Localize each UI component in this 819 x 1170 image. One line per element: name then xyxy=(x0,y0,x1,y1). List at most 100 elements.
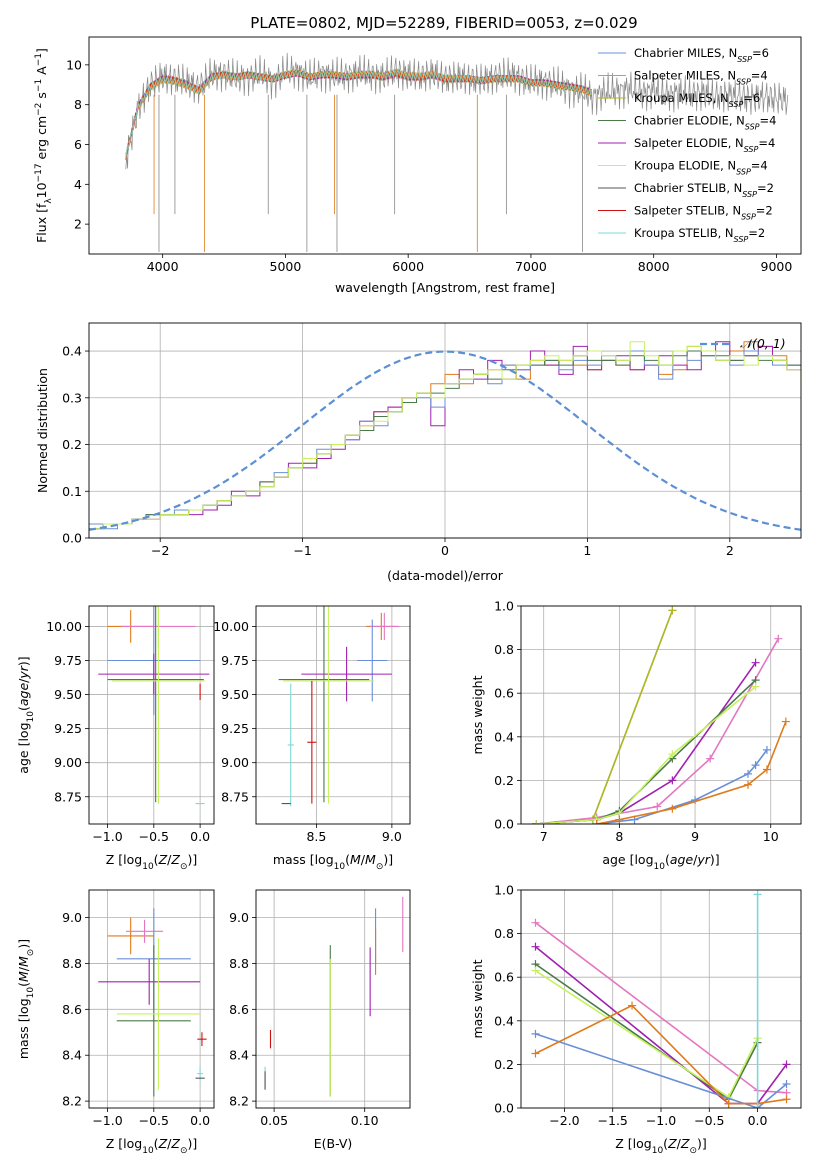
legend-label-base: Chabrier MILES, N xyxy=(634,46,737,60)
normal-curve xyxy=(89,350,801,531)
tick-label-y: 10.00 xyxy=(213,619,249,634)
weight_vs_Z-panel: −2.0 −1.5 −1.0 −0.5 0.0 0.0 0.2 0.4 0.6 0.8 1.0 Z [… xyxy=(470,883,802,1156)
tick-label-x: 8.5 xyxy=(306,829,326,844)
x-axis-label-part: Z xyxy=(680,1136,690,1151)
legend-label: Kroupa STELIB, NSSP=2 xyxy=(634,226,765,244)
axes-frame xyxy=(520,889,802,1109)
y-axis-label-part: 10 xyxy=(26,711,36,723)
tick-label-y: 9.00 xyxy=(221,755,249,770)
weight-line xyxy=(536,686,757,824)
legend-label-tail: =4 xyxy=(758,136,775,150)
legend-label-sub: SSP xyxy=(745,122,760,131)
y-axis-label: mass weight xyxy=(470,675,485,754)
axes-frame xyxy=(255,889,411,1109)
y-axis-label-part: / xyxy=(16,678,31,683)
tick-label-y: 9.50 xyxy=(54,687,82,702)
tick-label-y: 8.8 xyxy=(62,956,82,971)
spectrum-data-line xyxy=(125,52,789,170)
x-axis-label-part: age [log xyxy=(602,852,653,867)
weight-marker xyxy=(615,815,624,824)
weight-marker xyxy=(782,1095,791,1104)
x-axis-label-part: 10 xyxy=(654,862,666,872)
axes-frame xyxy=(88,36,802,255)
weight_vs_Z-marks xyxy=(531,890,791,1108)
legend-label-sub: SSP xyxy=(741,212,756,221)
x-axis-label-part: ( xyxy=(154,1136,159,1151)
weight-marker xyxy=(531,1049,540,1058)
tick-label-y: 8.4 xyxy=(62,1048,82,1063)
legend-label: Salpeter STELIB, NSSP=2 xyxy=(634,204,773,222)
tick-label-y: 0.0 xyxy=(62,531,82,546)
tick-label-y: 8.6 xyxy=(62,1002,82,1017)
y-axis-label-part: A xyxy=(34,66,49,79)
histogram-step-lime xyxy=(89,341,801,530)
axes-frame xyxy=(520,605,802,825)
y-axis-label: age [log10(age/yr)] xyxy=(16,656,36,773)
age_vs_mass-panel: 8.5 9.0 8.75 9.00 9.25 9.50 9.75 10.00 mass [log… xyxy=(213,605,411,872)
weight-line xyxy=(535,970,759,1099)
x-axis-label-part: M xyxy=(365,852,376,867)
tick-label-y: 0.4 xyxy=(494,1013,514,1028)
weight-marker xyxy=(531,1029,540,1038)
y-axis-label-part: )] xyxy=(16,939,31,949)
legend-label-base: Chabrier STELIB, N xyxy=(634,181,742,195)
tick-label-y: 0.2 xyxy=(494,1057,514,1072)
legend-label-tail: =4 xyxy=(760,114,777,128)
x-axis-label-part: Z [log xyxy=(106,1136,142,1151)
weight-marker xyxy=(782,1080,791,1089)
tick-label-x: 7 xyxy=(540,829,548,844)
axes-frame xyxy=(255,605,411,825)
x-axis-label-part: Z xyxy=(170,852,180,867)
legend-label-tail: =6 xyxy=(752,46,769,60)
weight-marker xyxy=(744,780,753,789)
tick-label-x: −0.5 xyxy=(139,829,169,844)
legend-label-base: Chabrier ELODIE, N xyxy=(634,114,745,128)
y-axis-label-part: erg cm xyxy=(34,116,49,164)
weight-marker xyxy=(782,1060,791,1069)
x-axis-label: wavelength [Angstrom, rest frame] xyxy=(335,280,555,295)
weight-marker xyxy=(668,750,677,759)
tick-label-y: 4 xyxy=(74,177,82,192)
x-axis-label-part: / xyxy=(693,852,698,867)
legend-label: Kroupa ELODIE, NSSP=4 xyxy=(634,159,768,177)
legend-label-base: Salpeter ELODIE, N xyxy=(634,136,744,150)
weight-marker xyxy=(592,820,601,824)
x-axis-label-part: ( xyxy=(663,1136,668,1151)
spectrum-marks xyxy=(125,52,789,253)
weight-line xyxy=(536,679,757,824)
legend-label-tail: =6 xyxy=(743,91,760,105)
x-axis-label-part: )] xyxy=(187,852,197,867)
weight-marker xyxy=(706,754,715,763)
tick-label-x: 8 xyxy=(615,829,623,844)
y-axis-label-part: M xyxy=(16,956,31,967)
tick-label-y: 8.4 xyxy=(229,1048,249,1063)
mass_vs_ebv-panel: 0.05 0.10 8.2 8.4 8.6 8.8 9.0 E(B-V) xyxy=(229,889,411,1151)
legend-label-tail: =4 xyxy=(751,159,768,173)
axes-frame xyxy=(88,605,215,825)
histogram-step-blue xyxy=(89,350,801,530)
tick-label-x: 10 xyxy=(763,829,779,844)
x-axis-label-part: / xyxy=(361,852,366,867)
age_vs_mass-marks xyxy=(278,606,400,807)
x-axis-label-part: 10 xyxy=(652,1146,664,1156)
y-axis-label: mass weight xyxy=(470,959,485,1038)
x-axis-label: Z [log10(Z/Z⊙)] xyxy=(106,852,198,872)
age_vs_Z-marks xyxy=(98,606,210,805)
weight-marker xyxy=(762,745,771,754)
weight-line xyxy=(535,963,759,1101)
tick-label-y: 8.75 xyxy=(54,789,82,804)
y-axis-label-part: )] xyxy=(16,656,31,666)
tick-label-y: 0.8 xyxy=(494,642,514,657)
weight-marker xyxy=(751,682,760,691)
histogram-step-purple xyxy=(89,341,801,530)
x-axis-label-part: / xyxy=(677,1136,682,1151)
weight-line xyxy=(536,610,674,824)
y-axis-label-part: ⊙ xyxy=(26,949,36,957)
x-axis-label-part: 10 xyxy=(334,862,346,872)
spectrum-panel: 4000 5000 6000 7000 8000 9000 2 4 6 8 10 Chabrier M… xyxy=(34,36,802,295)
x-axis-label-part: )] xyxy=(383,852,393,867)
tick-label-y: 8.75 xyxy=(221,789,249,804)
tick-label-y: 8.8 xyxy=(229,956,249,971)
tick-label-y: 8.2 xyxy=(62,1094,82,1109)
tick-label-x: −1.5 xyxy=(598,1113,628,1128)
